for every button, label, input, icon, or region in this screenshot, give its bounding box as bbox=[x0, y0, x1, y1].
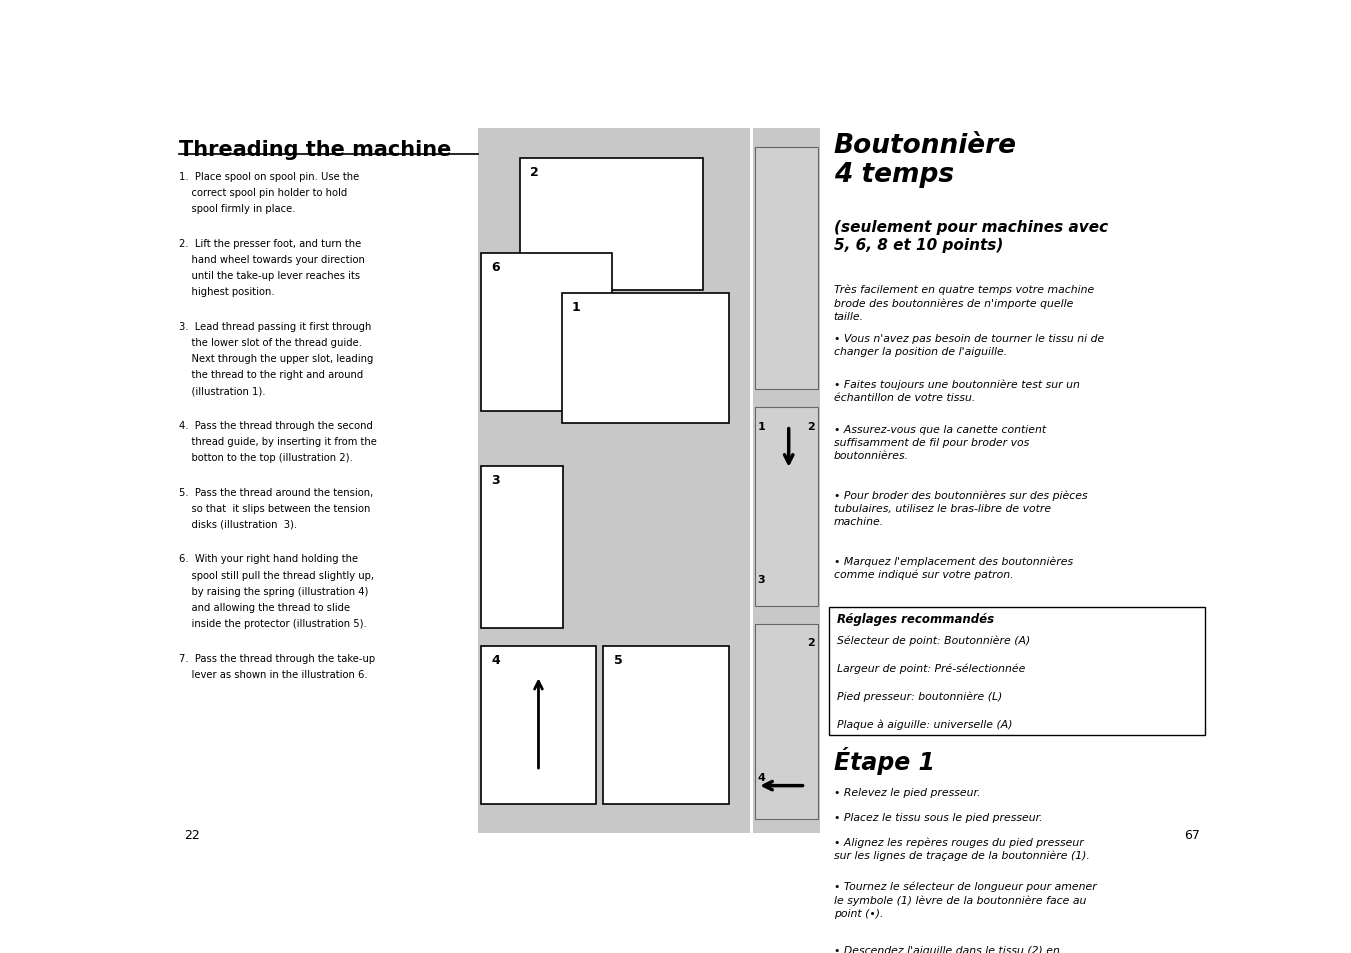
Bar bbox=[481, 467, 562, 628]
Text: 2.  Lift the presser foot, and turn the: 2. Lift the presser foot, and turn the bbox=[180, 238, 362, 249]
Bar bbox=[520, 158, 703, 291]
Text: • Marquez l'emplacement des boutonnières
comme indiqué sur votre patron.: • Marquez l'emplacement des boutonnières… bbox=[834, 556, 1073, 579]
Text: • Pour broder des boutonnières sur des pièces
tubulaires, utilisez le bras-libre: • Pour broder des boutonnières sur des p… bbox=[834, 490, 1088, 526]
Text: 1.  Place spool on spool pin. Use the: 1. Place spool on spool pin. Use the bbox=[180, 172, 359, 182]
Text: botton to the top (illustration 2).: botton to the top (illustration 2). bbox=[180, 453, 353, 462]
Text: Très facilement en quatre temps votre machine
brode des boutonnières de n'import: Très facilement en quatre temps votre ma… bbox=[834, 284, 1094, 321]
Text: inside the protector (illustration 5).: inside the protector (illustration 5). bbox=[180, 618, 367, 628]
Text: Largeur de point: Pré-sélectionnée: Largeur de point: Pré-sélectionnée bbox=[836, 663, 1025, 674]
Text: • Faites toujours une boutonnière test sur un
échantillon de votre tissu.: • Faites toujours une boutonnière test s… bbox=[834, 379, 1079, 402]
Text: Sélecteur de point: Boutonnière (A): Sélecteur de point: Boutonnière (A) bbox=[836, 635, 1029, 645]
Text: disks (illustration  3).: disks (illustration 3). bbox=[180, 519, 297, 530]
Text: • Alignez les repères rouges du pied presseur
sur les lignes de traçage de la bo: • Alignez les repères rouges du pied pre… bbox=[834, 837, 1090, 861]
Text: 6.  With your right hand holding the: 6. With your right hand holding the bbox=[180, 554, 358, 564]
Text: 4.  Pass the thread through the second: 4. Pass the thread through the second bbox=[180, 420, 373, 431]
Text: 67: 67 bbox=[1185, 828, 1200, 841]
Bar bbox=[481, 253, 612, 412]
Bar bbox=[478, 129, 750, 834]
Text: • Relevez le pied presseur.: • Relevez le pied presseur. bbox=[834, 787, 981, 797]
Text: by raising the spring (illustration 4): by raising the spring (illustration 4) bbox=[180, 586, 369, 597]
Text: • Vous n'avez pas besoin de tourner le tissu ni de
changer la position de l'aigu: • Vous n'avez pas besoin de tourner le t… bbox=[834, 334, 1104, 356]
Bar bbox=[755, 624, 817, 819]
Text: 2: 2 bbox=[530, 166, 539, 179]
Bar bbox=[755, 148, 817, 390]
Bar bbox=[828, 607, 1205, 736]
Text: so that  it slips between the tension: so that it slips between the tension bbox=[180, 503, 370, 514]
Text: hand wheel towards your direction: hand wheel towards your direction bbox=[180, 254, 365, 265]
Bar bbox=[753, 129, 820, 834]
Text: 3.  Lead thread passing it first through: 3. Lead thread passing it first through bbox=[180, 321, 372, 332]
Text: lever as shown in the illustration 6.: lever as shown in the illustration 6. bbox=[180, 669, 367, 679]
Text: 3: 3 bbox=[758, 574, 765, 584]
Text: the thread to the right and around: the thread to the right and around bbox=[180, 370, 363, 379]
Text: the lower slot of the thread guide.: the lower slot of the thread guide. bbox=[180, 337, 362, 348]
Text: Threading the machine: Threading the machine bbox=[180, 140, 451, 160]
Text: Plaque à aiguille: universelle (A): Plaque à aiguille: universelle (A) bbox=[836, 719, 1012, 729]
Bar bbox=[562, 294, 730, 424]
Text: • Descendez l'aiguille dans le tissu (2) en
tournant le volant à la main vers vo: • Descendez l'aiguille dans le tissu (2)… bbox=[834, 945, 1059, 953]
Text: spool still pull the thread slightly up,: spool still pull the thread slightly up, bbox=[180, 570, 374, 580]
Bar bbox=[604, 646, 730, 804]
Text: 1: 1 bbox=[571, 301, 581, 314]
Text: (seulement pour machines avec
5, 6, 8 et 10 points): (seulement pour machines avec 5, 6, 8 et… bbox=[834, 219, 1108, 253]
Text: • Tournez le sélecteur de longueur pour amener
le symbole (1) lèvre de la bouton: • Tournez le sélecteur de longueur pour … bbox=[834, 881, 1097, 918]
Text: 3: 3 bbox=[492, 474, 500, 487]
Text: 2: 2 bbox=[807, 421, 815, 431]
Text: 7.  Pass the thread through the take-up: 7. Pass the thread through the take-up bbox=[180, 653, 376, 663]
Text: correct spool pin holder to hold: correct spool pin holder to hold bbox=[180, 188, 347, 197]
Text: 22: 22 bbox=[185, 828, 200, 841]
Text: 5.  Pass the thread around the tension,: 5. Pass the thread around the tension, bbox=[180, 487, 374, 497]
Bar bbox=[755, 408, 817, 606]
Text: 2: 2 bbox=[807, 638, 815, 647]
Text: until the take-up lever reaches its: until the take-up lever reaches its bbox=[180, 271, 361, 280]
Text: 5: 5 bbox=[613, 654, 623, 667]
Text: (illustration 1).: (illustration 1). bbox=[180, 386, 266, 395]
Text: 4: 4 bbox=[492, 654, 500, 667]
Text: spool firmly in place.: spool firmly in place. bbox=[180, 204, 296, 213]
Text: highest position.: highest position. bbox=[180, 287, 276, 296]
Text: Réglages recommandés: Réglages recommandés bbox=[836, 612, 994, 625]
Text: thread guide, by inserting it from the: thread guide, by inserting it from the bbox=[180, 436, 377, 447]
Text: • Placez le tissu sous le pied presseur.: • Placez le tissu sous le pied presseur. bbox=[834, 812, 1043, 821]
Text: Boutonnière
4 temps: Boutonnière 4 temps bbox=[834, 132, 1017, 188]
Text: Étape 1: Étape 1 bbox=[834, 746, 935, 775]
Text: Next through the upper slot, leading: Next through the upper slot, leading bbox=[180, 354, 374, 364]
Text: and allowing the thread to slide: and allowing the thread to slide bbox=[180, 602, 350, 613]
Text: 4: 4 bbox=[758, 772, 765, 782]
Text: • Assurez-vous que la canette contient
suffisamment de fil pour broder vos
bouto: • Assurez-vous que la canette contient s… bbox=[834, 425, 1046, 460]
Text: 1: 1 bbox=[758, 421, 765, 431]
Text: 6: 6 bbox=[492, 261, 500, 274]
Text: Pied presseur: boutonnière (L): Pied presseur: boutonnière (L) bbox=[836, 691, 1002, 701]
Bar bbox=[481, 646, 596, 804]
